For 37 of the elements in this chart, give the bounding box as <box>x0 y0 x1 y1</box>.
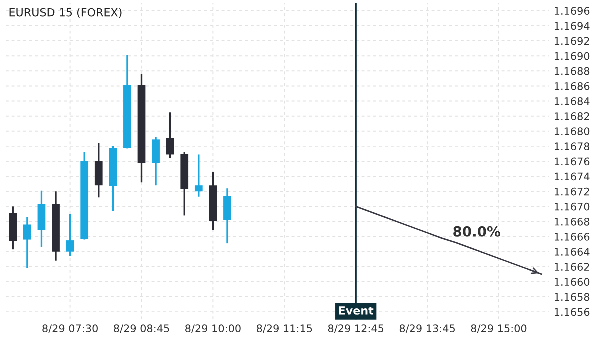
y-tick-label: 1.1692 <box>555 37 590 46</box>
y-tick-label: 1.1656 <box>555 308 590 316</box>
annotation: 80.0% <box>454 226 500 237</box>
y-tick-label: 1.1672 <box>555 188 590 196</box>
y-tick-label: 1.1676 <box>555 158 590 166</box>
y-tick-label: 1.1668 <box>555 218 590 226</box>
y-tick-label: 1.1674 <box>555 172 590 181</box>
y-tick-label: 1.1682 <box>555 112 590 120</box>
x-tick-label: 8/29 15:00 <box>471 324 527 334</box>
y-tick-label: 1.1664 <box>555 248 590 256</box>
x-tick-label: 8/29 11:15 <box>256 324 312 334</box>
candlestick <box>166 112 174 160</box>
y-tick-label: 1.1666 <box>555 233 590 241</box>
candlestick <box>66 213 74 258</box>
x-tick-label: 8/29 07:30 <box>42 324 98 334</box>
candlestick <box>194 154 203 198</box>
y-tick-label: 1.1688 <box>555 67 590 76</box>
x-tick-label: 8/29 13:45 <box>400 324 455 334</box>
y-tick-label: 1.1660 <box>555 278 590 286</box>
ref-line-label: Event <box>339 306 374 315</box>
y-tick-label: 1.1686 <box>555 82 590 90</box>
y-tick-label: 1.1694 <box>555 22 590 30</box>
y-tick-label: 1.1696 <box>555 7 590 16</box>
candlestick <box>152 136 160 186</box>
y-tick-label: 1.1670 <box>555 202 590 211</box>
y-tick-label: 1.1680 <box>555 128 590 136</box>
x-tick-label: 8/29 10:00 <box>186 324 241 334</box>
y-tick-label: 1.1684 <box>555 98 590 106</box>
line-series <box>355 206 543 276</box>
y-tick-label: 1.1690 <box>555 52 590 60</box>
y-tick-label: 1.1678 <box>555 142 590 151</box>
y-tick-label: 1.1662 <box>555 263 590 272</box>
chart-title: EURUSD 15 (FOREX) <box>10 8 122 18</box>
y-tick-label: 1.1658 <box>555 293 590 302</box>
x-tick-label: 8/29 12:45 <box>328 324 384 334</box>
candlestick <box>24 216 32 270</box>
x-tick-label: 8/29 08:45 <box>114 324 170 334</box>
